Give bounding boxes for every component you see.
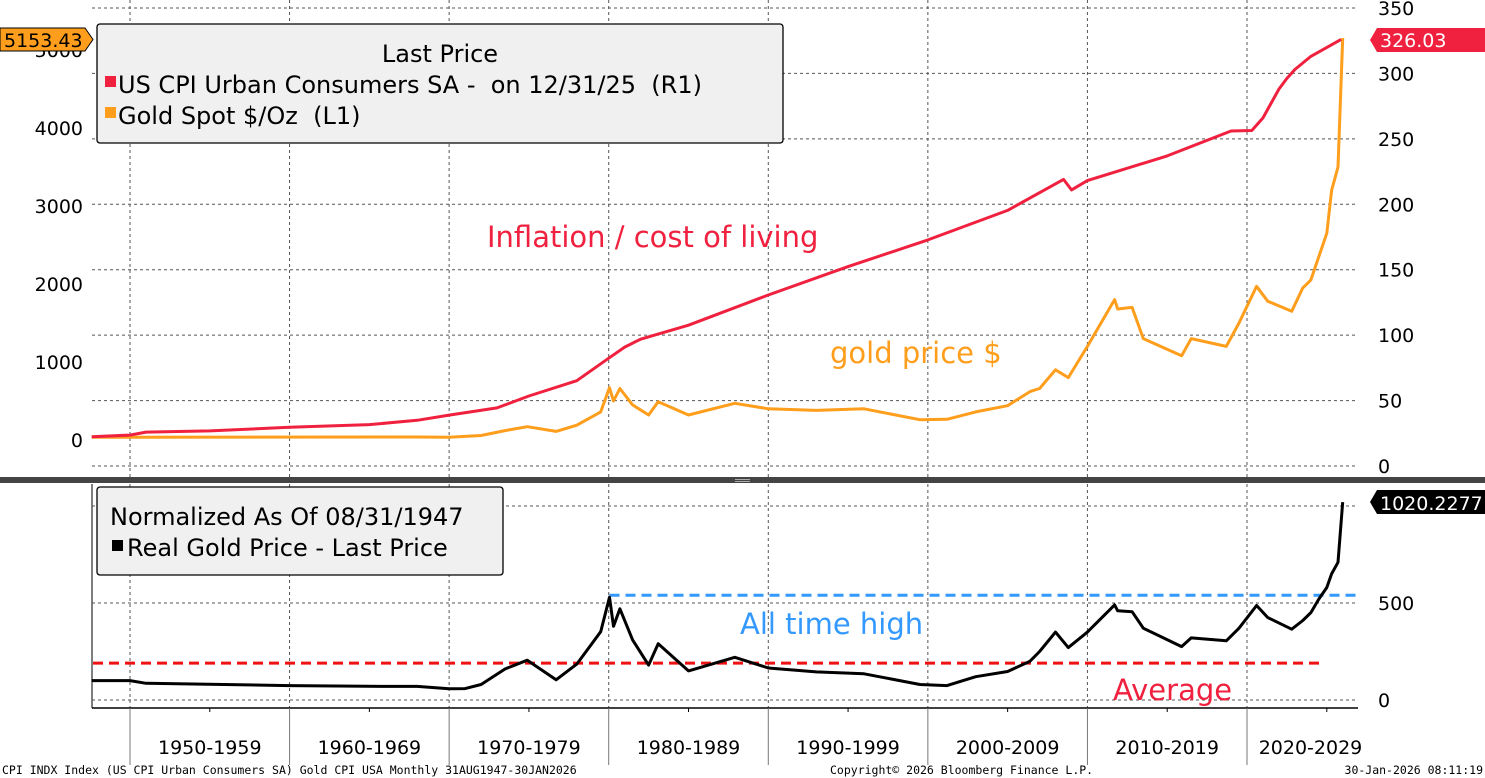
x-axis-ticks: 1950-1959 1960-1969 1970-1979 1980-1989 1990… <box>129 708 1363 765</box>
right-axis-cpi: 0 50 100 150 200 250 300 350 <box>1378 0 1414 478</box>
cpi-badge-value: 326.03 <box>1380 30 1446 52</box>
inflation-annotation: Inflation / cost of living <box>487 220 818 254</box>
reference-lines <box>93 593 1358 665</box>
left-tick-label: 2000 <box>35 274 83 296</box>
separator-grip-icon-line <box>735 481 750 482</box>
top-panel-series <box>91 37 1345 439</box>
x-tick-label: 1980-1989 <box>637 737 741 759</box>
gold-badge-value: 5153.43 <box>4 30 83 52</box>
footer-source: CPI INDX Index (US CPI Urban Consumers S… <box>2 763 577 777</box>
x-tick-label: 1990-1999 <box>796 737 900 759</box>
cpi-badge-shape <box>1370 28 1485 52</box>
left-tick-label: 0 <box>71 430 83 452</box>
gold-last-price-badge: 5153.43 <box>0 27 94 52</box>
x-tick-label: 2010-2019 <box>1115 737 1219 759</box>
real-gold-legend-label: Real Gold Price - Last Price <box>127 534 448 562</box>
bottom-legend-box <box>96 486 504 576</box>
real-gold-last-price-badge: 1020.2277 <box>1370 490 1485 515</box>
cpi-legend-swatch <box>105 76 116 87</box>
right-tick-label: 300 <box>1378 63 1414 85</box>
bottom-tick-label: 500 <box>1378 593 1414 615</box>
bottom-legend: Normalized As Of 08/31/1947 Real Gold Pr… <box>96 486 504 576</box>
cpi-line <box>91 38 1342 439</box>
right-tick-label: 250 <box>1378 129 1414 151</box>
x-tick-label: 2000-2009 <box>956 737 1060 759</box>
panel-separator[interactable] <box>0 477 1485 483</box>
bottom-right-axis: 0 500 <box>1378 593 1414 712</box>
right-tick-label: 200 <box>1378 194 1414 216</box>
x-tick-label: 1950-1959 <box>158 737 262 759</box>
x-tick-label: 1960-1969 <box>318 737 422 759</box>
ath-annotation: All time high <box>740 607 923 641</box>
bottom-legend-title: Normalized As Of 08/31/1947 <box>110 503 464 531</box>
top-legend-title: Last Price <box>382 40 498 68</box>
top-legend: Last Price US CPI Urban Consumers SA - o… <box>96 23 784 144</box>
cpi-legend-label: US CPI Urban Consumers SA - on 12/31/25 … <box>118 71 702 99</box>
left-tick-label: 4000 <box>35 118 83 140</box>
separator-grip-icon <box>735 479 750 480</box>
right-tick-label: 0 <box>1378 456 1390 478</box>
left-tick-label: 1000 <box>35 352 83 374</box>
right-tick-label: 350 <box>1378 0 1414 20</box>
real-gold-legend-swatch <box>112 540 123 551</box>
right-tick-label: 100 <box>1378 325 1414 347</box>
gold-price-line <box>91 37 1345 439</box>
real-gold-price-line <box>91 501 1345 691</box>
real-gold-badge-shape <box>1370 490 1485 514</box>
gold-badge-shape <box>0 27 94 52</box>
top-legend-box <box>96 23 784 144</box>
footer-copyright: Copyright© 2026 Bloomberg Finance L.P. <box>830 763 1093 777</box>
left-tick-label: 3000 <box>35 196 83 218</box>
x-tick-label: 2020-2029 <box>1259 737 1363 759</box>
bottom-panel-series <box>91 501 1345 691</box>
real-gold-badge-value: 1020.2277 <box>1380 493 1483 515</box>
gold-legend-swatch <box>105 107 116 118</box>
x-tick-label: 1970-1979 <box>477 737 581 759</box>
gold-legend-label: Gold Spot $/Oz (L1) <box>118 102 360 130</box>
gold-annotation: gold price $ <box>830 336 1002 370</box>
right-tick-label: 150 <box>1378 260 1414 282</box>
average-annotation: Average <box>1113 673 1232 707</box>
bottom-tick-label: 0 <box>1378 690 1390 712</box>
footer-timestamp: 30-Jan-2026 08:11:19 <box>1345 763 1484 777</box>
cpi-last-price-badge: 326.03 <box>1370 28 1485 52</box>
right-tick-label: 50 <box>1378 391 1402 413</box>
left-axis-gold: 010002000300040005000 <box>35 40 83 452</box>
